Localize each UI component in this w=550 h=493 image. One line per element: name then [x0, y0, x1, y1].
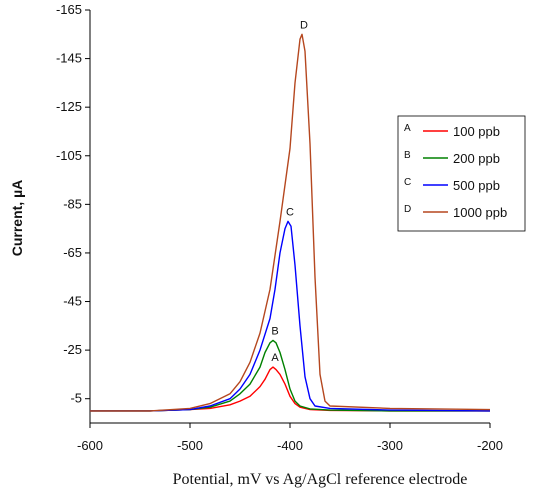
- series-line-B: [90, 340, 490, 411]
- peak-label-C: C: [286, 206, 294, 218]
- x-tick-label: -400: [277, 438, 303, 453]
- x-tick-label: -500: [177, 438, 203, 453]
- y-tick-label: -25: [63, 342, 82, 357]
- y-tick-label: -145: [56, 51, 82, 66]
- x-tick-label: -200: [477, 438, 503, 453]
- x-axis-title: Potential, mV vs Ag/AgCl reference elect…: [173, 471, 468, 488]
- peak-label-A: A: [271, 352, 279, 364]
- y-tick-label: -85: [63, 196, 82, 211]
- y-tick-label: -65: [63, 245, 82, 260]
- y-tick-label: -5: [70, 391, 82, 406]
- x-tick-label: -300: [377, 438, 403, 453]
- legend-letter-D: D: [404, 204, 411, 215]
- legend-label-C: 500 ppb: [453, 178, 500, 193]
- legend-label-D: 1000 ppb: [453, 205, 507, 220]
- legend-label-A: 100 ppb: [453, 124, 500, 139]
- y-tick-label: -165: [56, 2, 82, 17]
- legend-letter-C: C: [404, 177, 411, 188]
- legend-label-B: 200 ppb: [453, 151, 500, 166]
- legend: A 100 ppb B 200 ppb C 500 ppb D 1000 ppb: [398, 116, 525, 231]
- peak-label-B: B: [271, 325, 278, 337]
- peak-labels: A B C D: [271, 19, 308, 364]
- series-line-C: [90, 221, 490, 411]
- x-tick-label: -600: [77, 438, 103, 453]
- peak-label-D: D: [300, 19, 308, 31]
- y-axis-title: Current, µA: [9, 180, 25, 257]
- y-tick-label: -125: [56, 99, 82, 114]
- legend-letter-B: B: [404, 150, 411, 161]
- legend-letter-A: A: [404, 123, 411, 134]
- y-tick-label: -45: [63, 294, 82, 309]
- y-tick-label: -105: [56, 148, 82, 163]
